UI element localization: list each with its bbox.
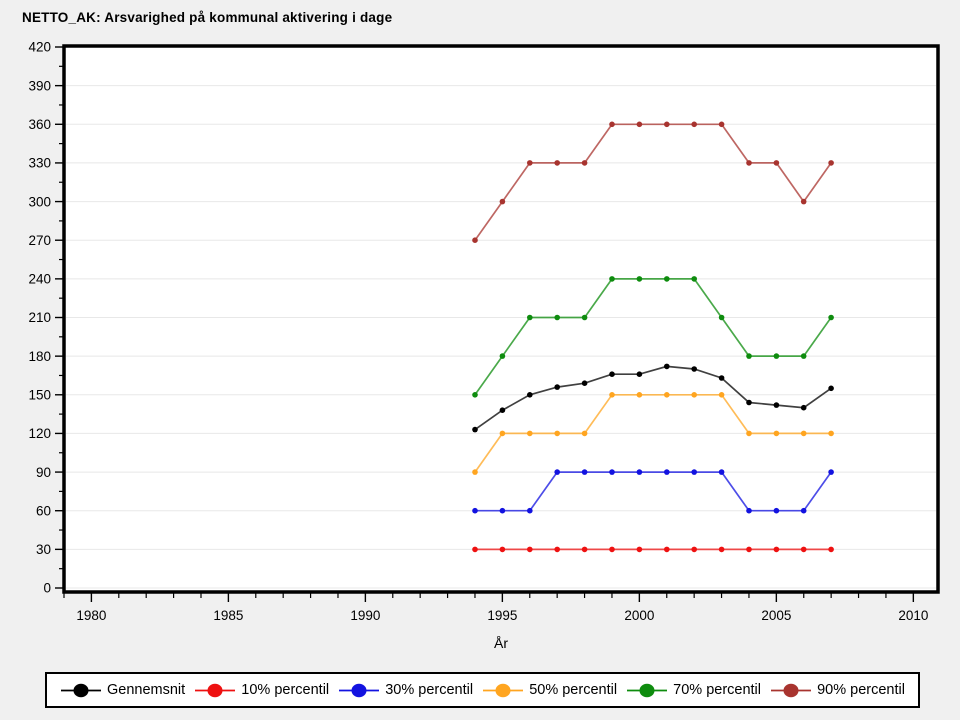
series-50-percentil	[472, 392, 834, 475]
legend-marker-10-percentil	[195, 683, 236, 697]
svg-text:2000: 2000	[624, 608, 654, 623]
svg-text:120: 120	[28, 426, 51, 441]
legend-label-70-percentil: 70% percentil	[673, 682, 761, 698]
svg-text:1980: 1980	[76, 608, 106, 623]
legend-item-70-percentil: 70% percentil	[626, 682, 761, 699]
legend-item-90-percentil: 90% percentil	[770, 682, 905, 699]
svg-text:2005: 2005	[761, 608, 791, 623]
svg-text:30: 30	[36, 542, 51, 557]
legend-item-30-percentil: 30% percentil	[338, 682, 473, 699]
series-70-percentil	[472, 276, 834, 398]
svg-text:150: 150	[28, 387, 51, 402]
legend-marker-50-percentil	[483, 683, 524, 697]
legend-label-10-percentil: 10% percentil	[241, 682, 330, 698]
legend-marker-70-percentil	[627, 683, 668, 697]
svg-text:360: 360	[28, 117, 51, 132]
svg-text:270: 270	[28, 233, 51, 248]
svg-text:300: 300	[28, 194, 51, 209]
svg-text:1985: 1985	[213, 608, 243, 623]
x-axis-label: År	[494, 635, 508, 651]
svg-text:390: 390	[28, 78, 51, 93]
svg-text:1990: 1990	[350, 608, 380, 623]
chart-title: NETTO_AK: Arsvarighed på kommunal aktive…	[22, 10, 393, 25]
plot-background	[64, 46, 938, 592]
series-90-percentil	[472, 121, 834, 243]
legend-label-90-percentil: 90% percentil	[817, 682, 905, 698]
legend-label-50-percentil: 50% percentil	[529, 682, 618, 698]
svg-text:180: 180	[28, 349, 51, 364]
series-10-percentil	[472, 546, 834, 553]
y-axis: 0 30 60 90 120 150 180 210 240 270 300 330 360 390 420	[28, 40, 63, 596]
svg-text:240: 240	[28, 272, 51, 287]
plot-frame	[62, 44, 940, 594]
svg-text:210: 210	[28, 310, 51, 325]
legend-marker-90-percentil	[771, 683, 812, 697]
series-gennemsnit	[472, 363, 834, 433]
legend-item-gennemsnit: Gennemsnit	[60, 682, 185, 699]
legend-label-gennemsnit: Gennemsnit	[107, 682, 186, 698]
svg-text:90: 90	[36, 465, 51, 480]
svg-text:1995: 1995	[487, 608, 517, 623]
x-axis: 1980 1985 1990 1995 2000 2005 2010	[63, 593, 928, 623]
legend-marker-gennemsnit	[61, 683, 101, 697]
svg-text:2010: 2010	[898, 608, 928, 623]
legend-item-50-percentil: 50% percentil	[482, 682, 617, 699]
legend-label-30-percentil: 30% percentil	[385, 682, 474, 698]
legend-item-10-percentil: 10% percentil	[194, 682, 329, 699]
svg-text:60: 60	[36, 503, 51, 518]
legend-marker-30-percentil	[339, 683, 380, 697]
svg-text:0: 0	[43, 581, 51, 596]
legend: Gennemsnit 10% percentil 30% percentil 50% …	[45, 672, 920, 708]
series-30-percentil	[472, 469, 834, 514]
svg-text:420: 420	[28, 40, 51, 55]
svg-text:330: 330	[28, 156, 51, 171]
